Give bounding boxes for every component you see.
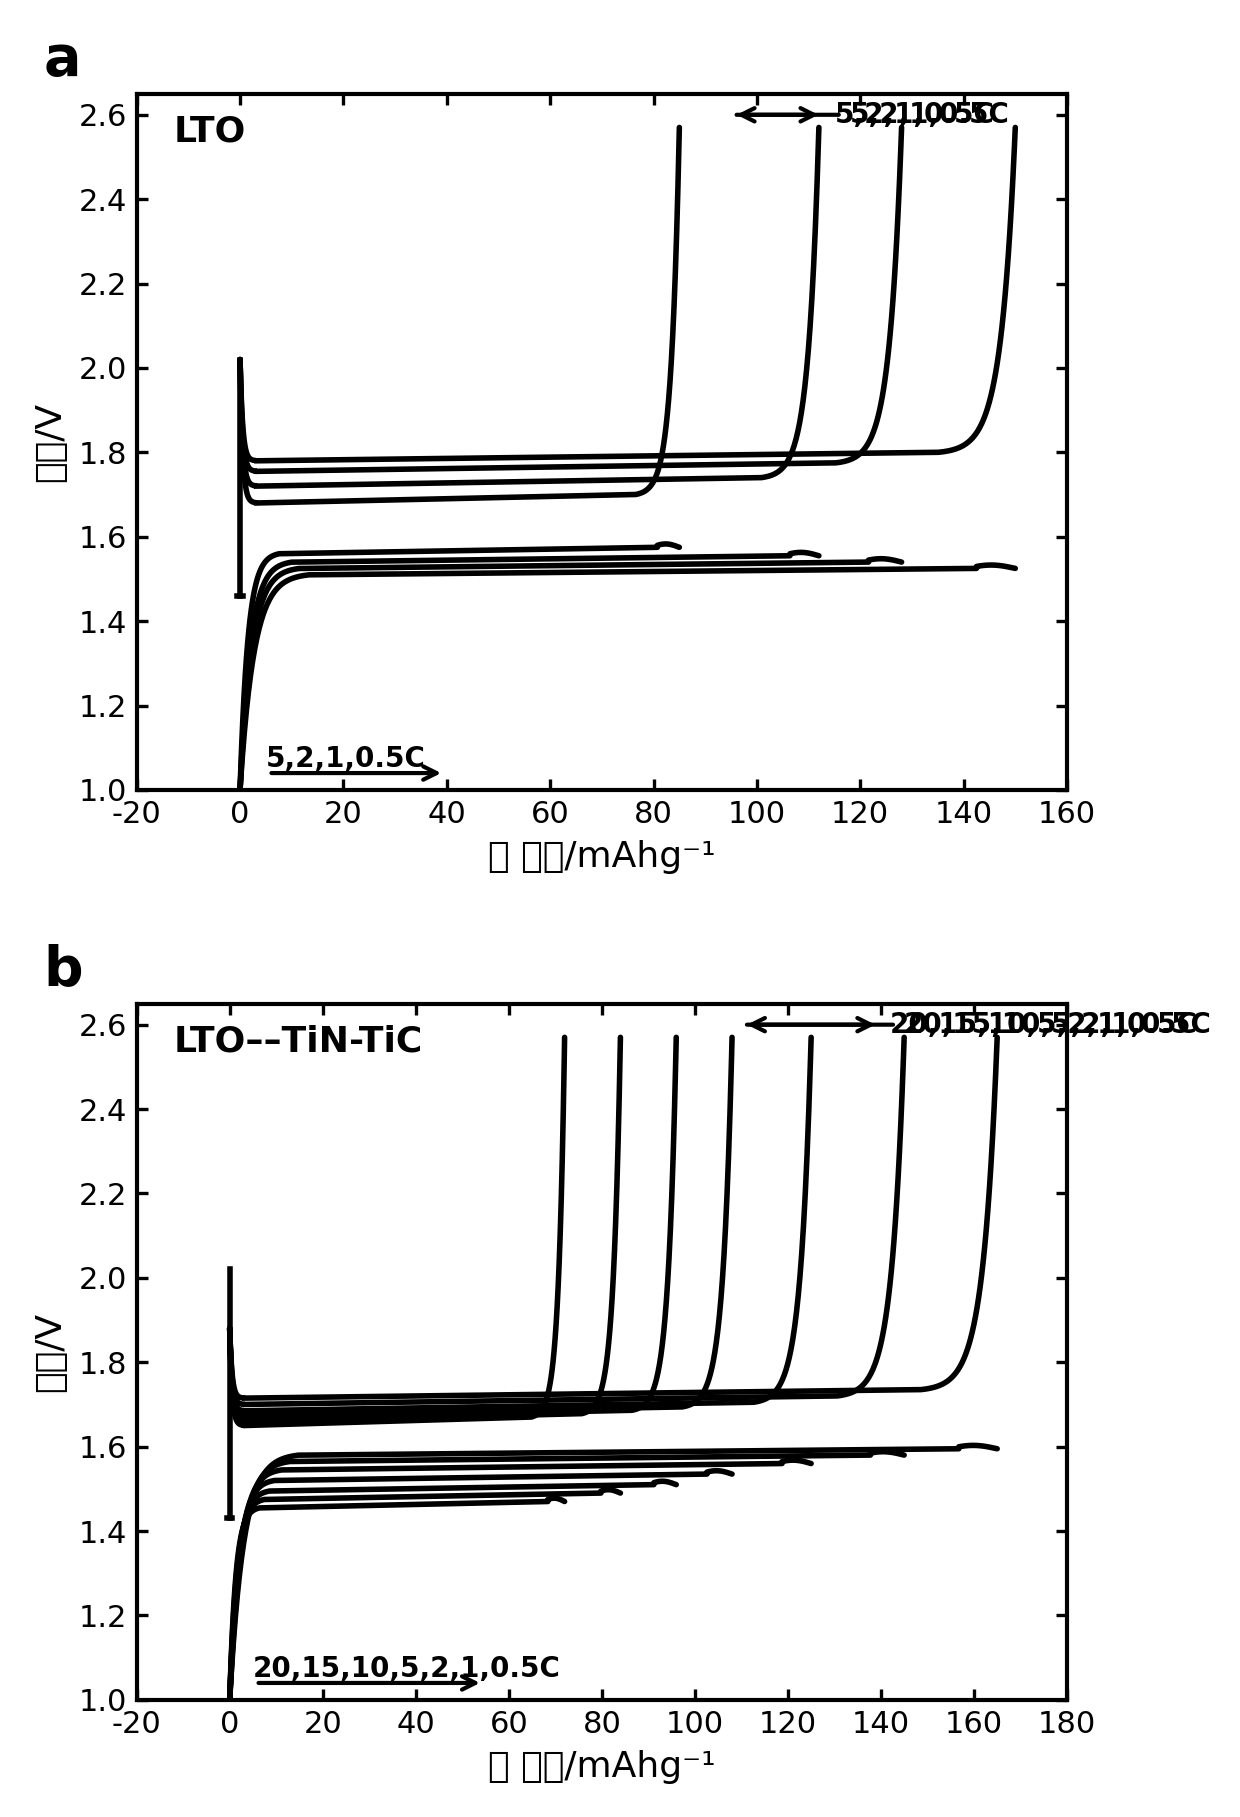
Text: 5,2,1,0.5C: 5,2,1,0.5C bbox=[835, 100, 994, 129]
Text: 5,2,1,0.5C: 5,2,1,0.5C bbox=[265, 745, 425, 772]
Text: b: b bbox=[43, 943, 83, 996]
Y-axis label: 电压/V: 电压/V bbox=[33, 1312, 67, 1392]
Text: 20,15,10,5,2,1,0.5C: 20,15,10,5,2,1,0.5C bbox=[751, 1010, 1211, 1039]
Text: 5,2,1,0.5C: 5,2,1,0.5C bbox=[742, 100, 1009, 129]
Y-axis label: 电压/V: 电压/V bbox=[33, 402, 67, 482]
Text: 20,15,10,5,2,1,0.5C: 20,15,10,5,2,1,0.5C bbox=[253, 1655, 560, 1683]
Text: LTO: LTO bbox=[174, 114, 247, 149]
X-axis label: 比 容量/mAhg⁻¹: 比 容量/mAhg⁻¹ bbox=[489, 1750, 715, 1784]
X-axis label: 比 容量/mAhg⁻¹: 比 容量/mAhg⁻¹ bbox=[489, 839, 715, 874]
Text: 20,15,10,5,2,1,0.5C: 20,15,10,5,2,1,0.5C bbox=[890, 1010, 1198, 1039]
Text: a: a bbox=[43, 33, 81, 87]
Text: LTO––TiN-TiC: LTO––TiN-TiC bbox=[174, 1025, 423, 1059]
